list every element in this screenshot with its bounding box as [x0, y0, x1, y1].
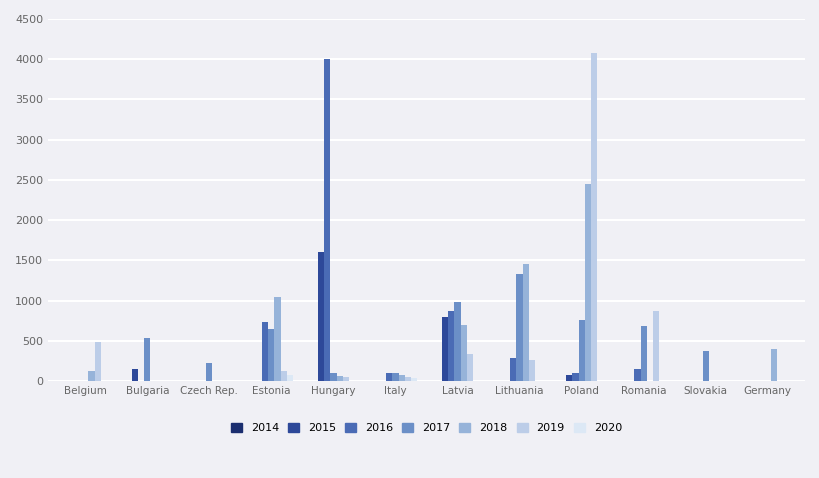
Bar [466, 355, 473, 381]
Bar [287, 375, 292, 381]
Bar [391, 373, 398, 381]
Bar [386, 373, 391, 381]
Bar [206, 363, 212, 381]
Bar [652, 311, 658, 381]
Bar [88, 370, 94, 381]
Bar [94, 342, 101, 381]
Bar [342, 377, 349, 381]
Bar [324, 59, 330, 381]
Bar [702, 351, 708, 381]
Bar [770, 349, 776, 381]
Bar [410, 378, 417, 381]
Bar [448, 311, 454, 381]
Bar [268, 329, 274, 381]
Bar [330, 373, 336, 381]
Bar [398, 375, 405, 381]
Bar [522, 264, 528, 381]
Bar [528, 360, 535, 381]
Bar [262, 322, 268, 381]
Bar [132, 369, 138, 381]
Bar [584, 184, 590, 381]
Bar [640, 326, 646, 381]
Bar [460, 325, 466, 381]
Bar [336, 376, 342, 381]
Bar [565, 375, 572, 381]
Bar [280, 371, 287, 381]
Bar [405, 377, 410, 381]
Bar [509, 358, 516, 381]
Bar [144, 338, 150, 381]
Bar [516, 274, 522, 381]
Bar [318, 252, 324, 381]
Bar [454, 302, 460, 381]
Bar [578, 320, 584, 381]
Bar [441, 316, 448, 381]
Bar [590, 53, 596, 381]
Legend: 2014, 2015, 2016, 2017, 2018, 2019, 2020: 2014, 2015, 2016, 2017, 2018, 2019, 2020 [231, 423, 621, 434]
Bar [634, 369, 640, 381]
Bar [274, 296, 280, 381]
Bar [572, 373, 578, 381]
